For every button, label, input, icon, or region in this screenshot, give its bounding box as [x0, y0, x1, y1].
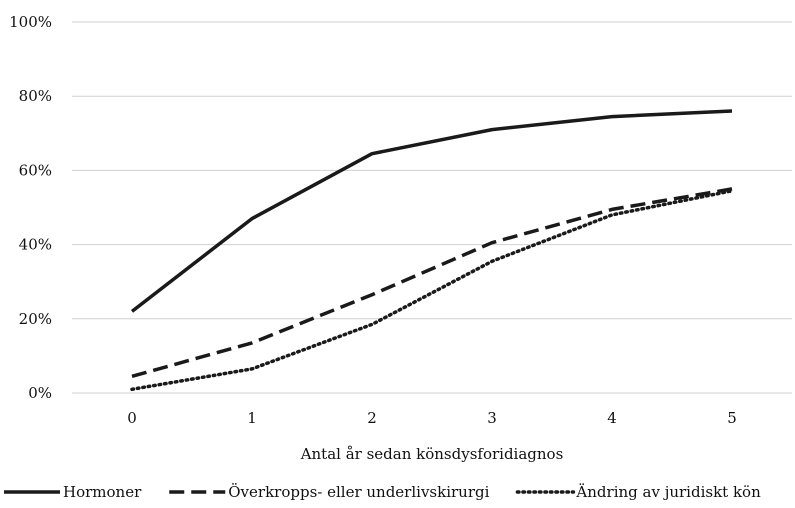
x-tick-label: 4 [607, 409, 617, 427]
y-axis-tick-labels: 0% 20% 40% 60% 80% 100% [9, 13, 52, 402]
legend-label: Ändring av juridiskt kön [575, 483, 761, 501]
x-tick-label: 0 [127, 409, 137, 427]
x-axis-title: Antal år sedan könsdysforidiagnos [300, 445, 564, 463]
x-tick-label: 5 [727, 409, 737, 427]
legend: Hormoner Överkropps- eller underlivskirur… [4, 483, 761, 501]
y-tick-label: 80% [19, 87, 52, 105]
series-line-dashed [131, 187, 733, 378]
grid-lines [72, 21, 792, 394]
legend-item: Hormoner [4, 483, 142, 501]
legend-label: Överkropps- eller underlivskirurgi [228, 483, 489, 501]
y-tick-label: 60% [19, 161, 52, 179]
y-tick-label: 20% [19, 310, 52, 328]
legend-label: Hormoner [63, 483, 142, 501]
x-tick-label: 2 [367, 409, 377, 427]
series-lines [130, 109, 734, 392]
series-line-solid [130, 109, 733, 313]
y-tick-label: 100% [9, 13, 52, 31]
series-line-dotted [130, 189, 734, 392]
legend-item: Ändring av juridiskt kön [515, 483, 761, 501]
x-tick-label: 3 [487, 409, 497, 427]
y-tick-label: 40% [19, 236, 52, 254]
legend-item: Överkropps- eller underlivskirurgi [169, 483, 490, 501]
x-axis-tick-labels: 0 1 2 3 4 5 [127, 409, 737, 427]
x-tick-label: 1 [247, 409, 257, 427]
y-tick-label: 0% [28, 384, 52, 402]
